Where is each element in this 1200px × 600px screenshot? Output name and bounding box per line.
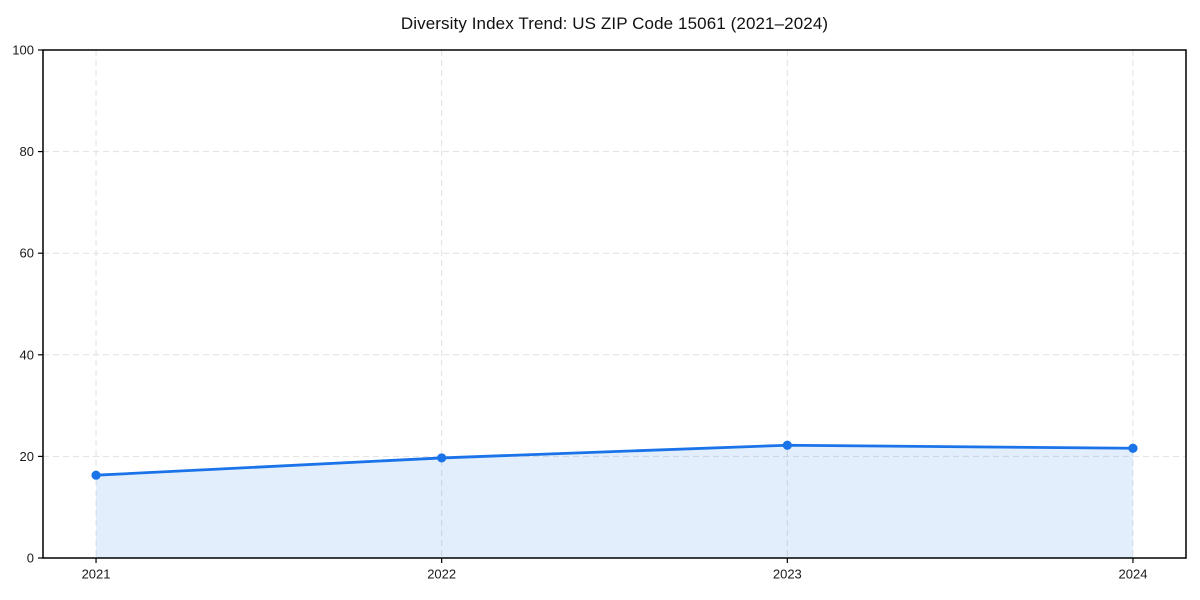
trend-line [94, 443, 1135, 477]
y-tick-label: 100 [12, 43, 34, 58]
data-point-2023 [782, 440, 792, 450]
y-tick-label: 80 [20, 144, 34, 159]
chart-title: Diversity Index Trend: US ZIP Code 15061… [400, 14, 829, 33]
data-point-2022 [437, 453, 447, 463]
x-tick-label: 2023 [773, 567, 802, 582]
x-tick-label: 2022 [427, 567, 456, 582]
plot-border [42, 49, 1187, 559]
x-tick-label: 2024 [1119, 567, 1148, 582]
y-tick-label: 60 [20, 246, 34, 261]
data-point-2021 [91, 470, 101, 480]
y-tick-label: 0 [27, 551, 34, 566]
x-tick-label: 2021 [82, 567, 111, 582]
y-tick-label: 40 [20, 347, 34, 362]
y-tick-label: 20 [20, 449, 34, 464]
area-fill [96, 445, 1133, 558]
data-point-2024 [1128, 443, 1138, 453]
